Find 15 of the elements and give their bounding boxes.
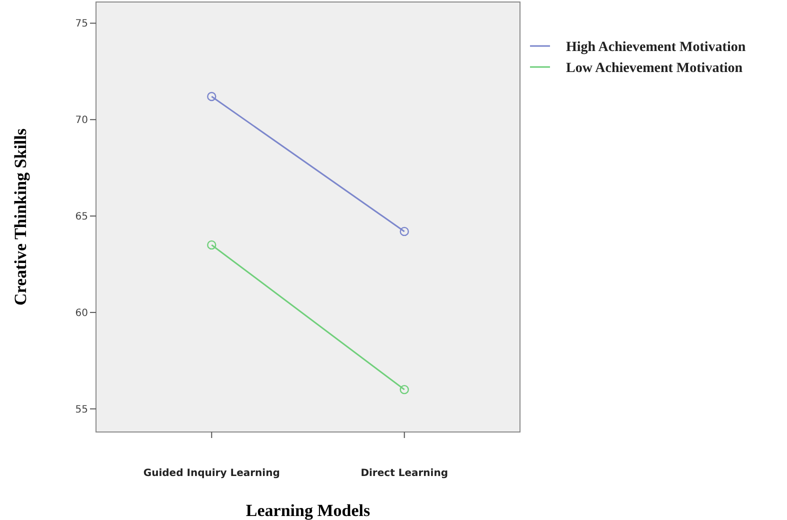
legend-label: Low Achievement Motivation bbox=[566, 60, 743, 76]
y-tick-label: 55 bbox=[75, 404, 88, 416]
x-tick-label: Guided Inquiry Learning bbox=[143, 468, 280, 479]
point bbox=[400, 384, 409, 394]
y-tick-label: 75 bbox=[75, 18, 88, 30]
point bbox=[207, 240, 216, 250]
y-tick-label: 60 bbox=[75, 308, 88, 319]
legend-label: High Achievement Motivation bbox=[566, 40, 746, 55]
y-tick-label: 70 bbox=[75, 115, 88, 126]
point bbox=[207, 92, 216, 102]
y-axis-title: Creative Thinking Skills bbox=[11, 128, 30, 306]
y-tick-label: 65 bbox=[75, 212, 88, 223]
x-axis-title: Learning Models bbox=[246, 501, 370, 520]
x-tick-label: Direct Learning bbox=[360, 468, 448, 479]
point bbox=[400, 226, 409, 236]
